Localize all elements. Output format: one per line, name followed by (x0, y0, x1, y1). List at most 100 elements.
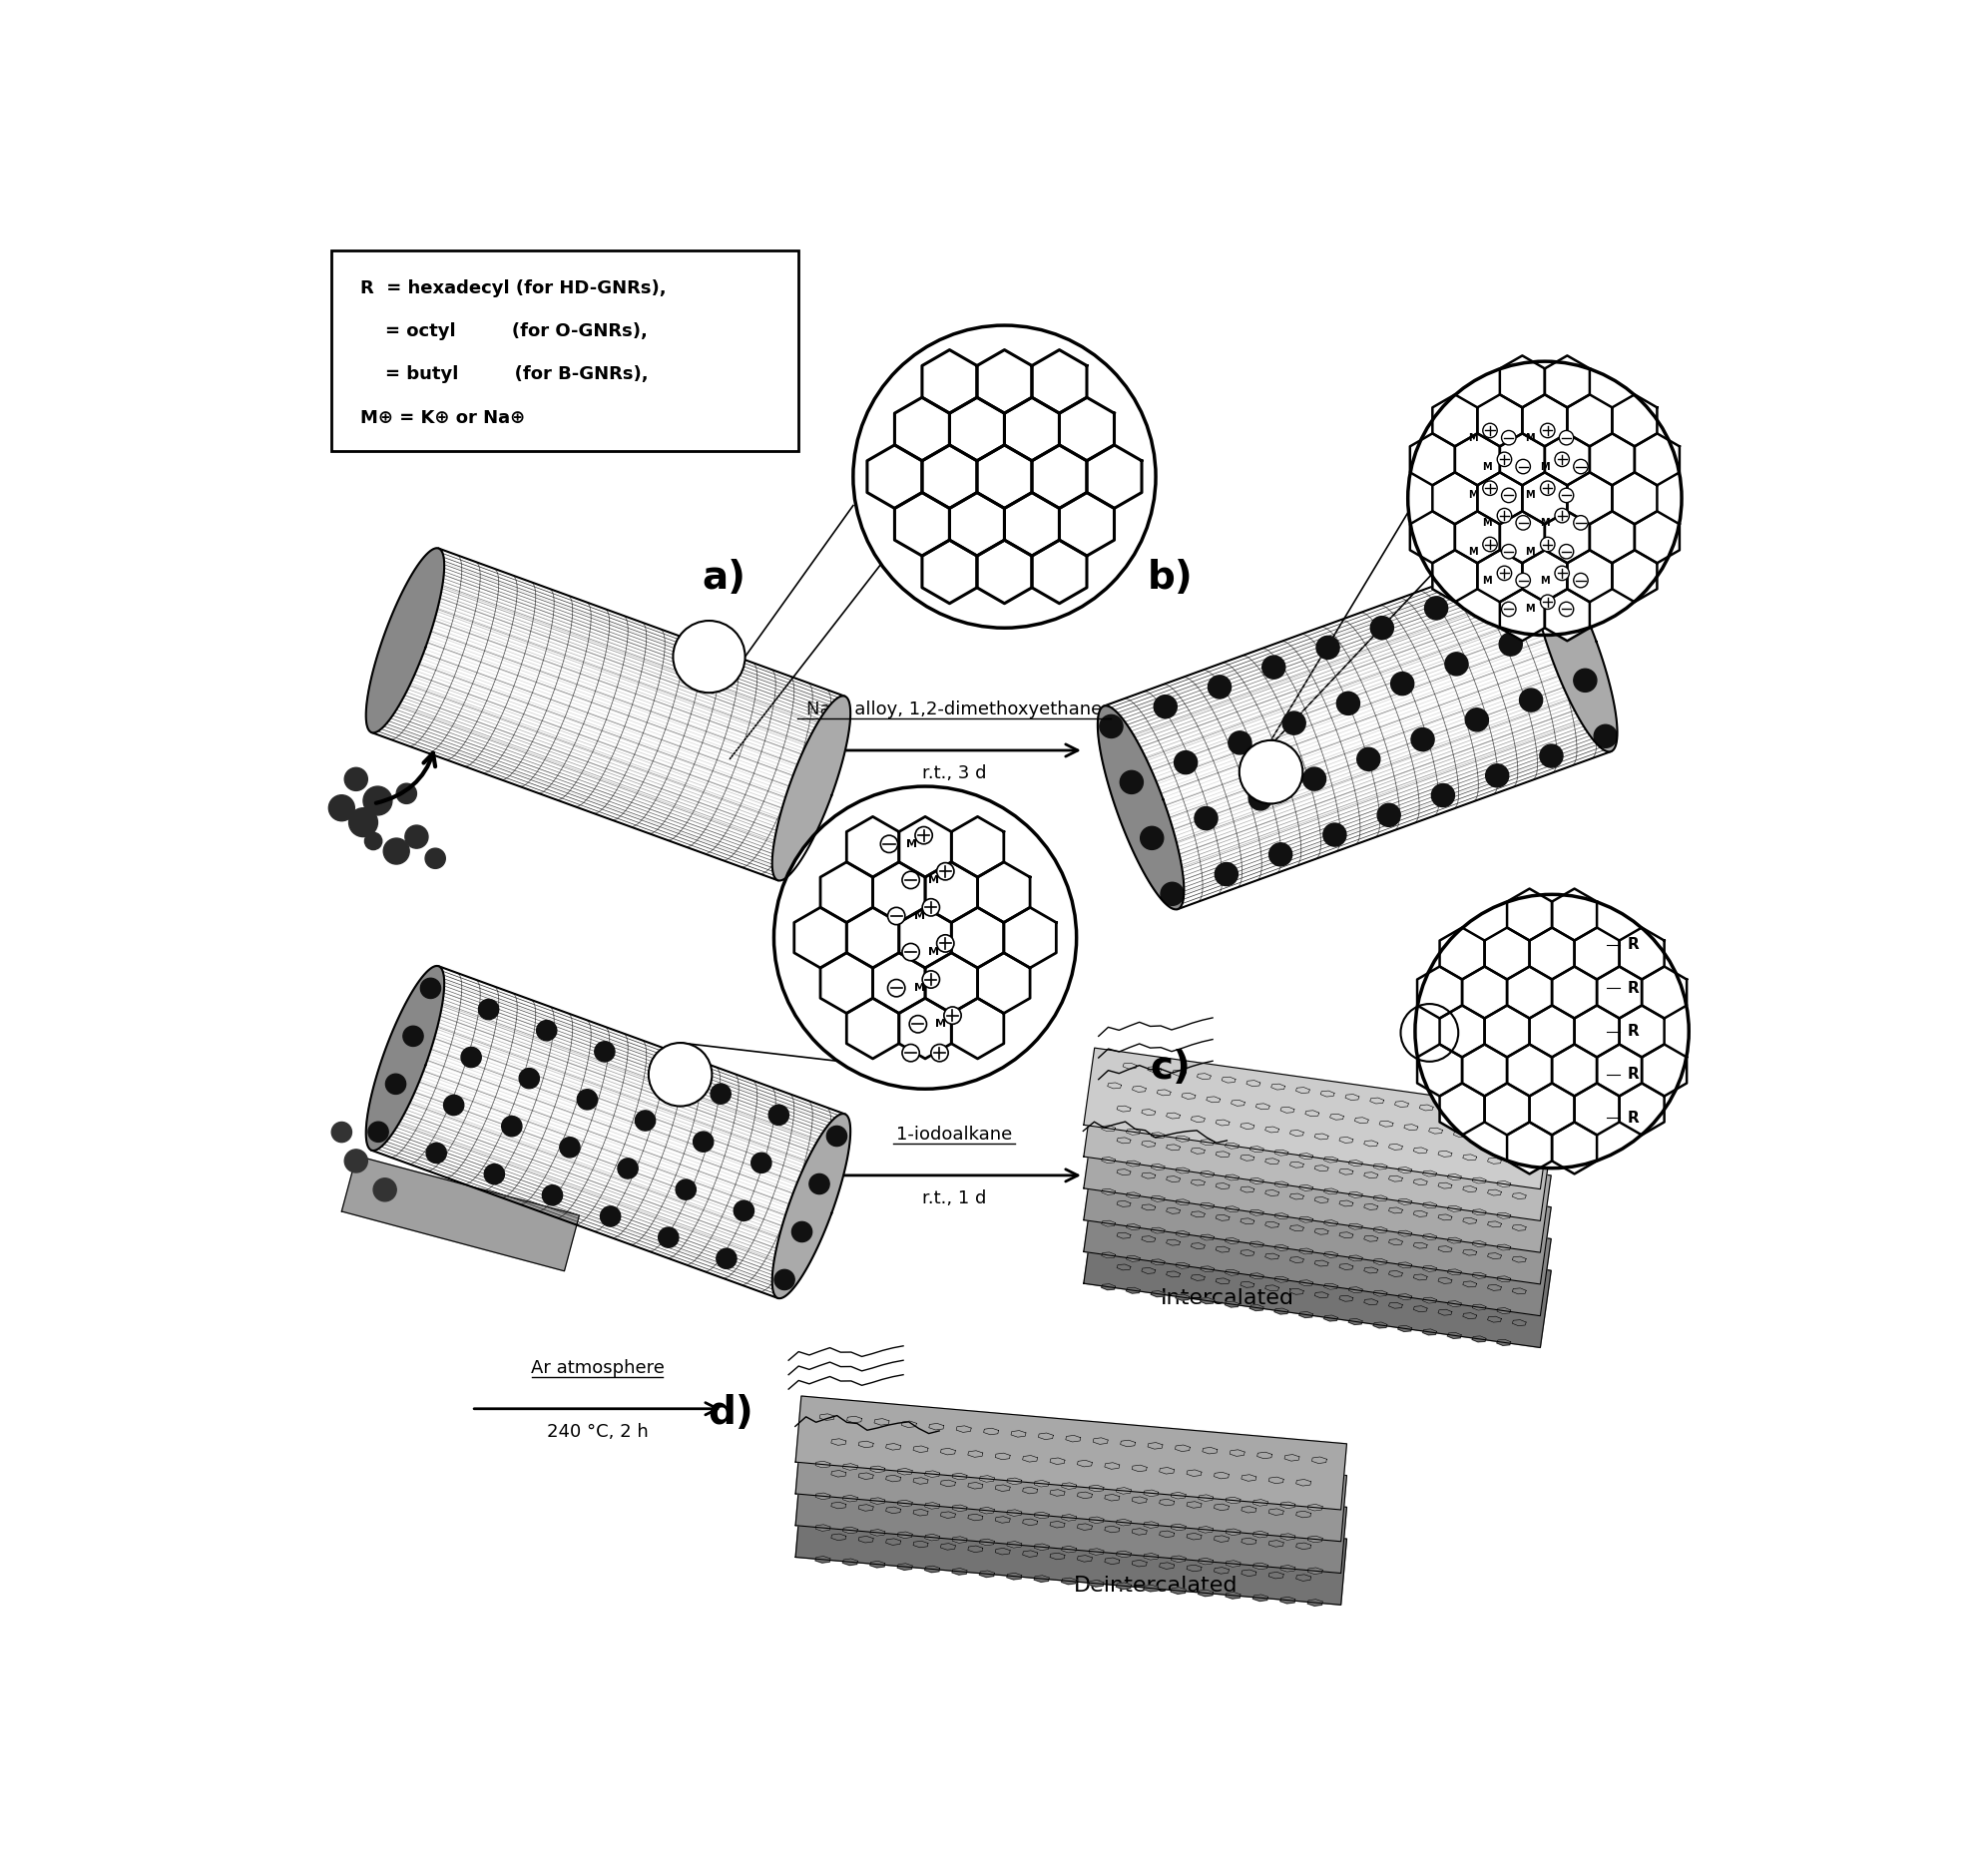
Polygon shape (903, 1420, 916, 1428)
Polygon shape (1330, 1145, 1344, 1151)
Polygon shape (887, 1538, 901, 1545)
Polygon shape (1487, 1222, 1501, 1227)
Polygon shape (1173, 1102, 1187, 1108)
Polygon shape (859, 1504, 873, 1512)
Circle shape (1574, 668, 1596, 692)
Polygon shape (1157, 1153, 1171, 1158)
Polygon shape (1101, 1284, 1115, 1289)
Polygon shape (1296, 1480, 1310, 1486)
Circle shape (676, 1179, 696, 1199)
Polygon shape (1308, 1568, 1322, 1574)
Polygon shape (1006, 1478, 1022, 1484)
Polygon shape (968, 1545, 982, 1553)
Polygon shape (1364, 1203, 1378, 1211)
Polygon shape (1419, 1231, 1433, 1237)
Circle shape (1402, 1005, 1459, 1061)
Polygon shape (1147, 1066, 1161, 1072)
Polygon shape (1477, 550, 1523, 602)
Polygon shape (940, 1544, 956, 1549)
Polygon shape (1374, 1323, 1388, 1328)
Circle shape (734, 1201, 753, 1220)
Text: a): a) (702, 559, 746, 597)
Polygon shape (831, 1439, 847, 1444)
Polygon shape (1167, 1209, 1181, 1214)
Circle shape (384, 838, 410, 864)
Polygon shape (1364, 1298, 1378, 1304)
Polygon shape (1117, 1138, 1131, 1143)
Text: M: M (1525, 604, 1535, 614)
Polygon shape (1634, 511, 1680, 563)
Polygon shape (1223, 1235, 1237, 1240)
Polygon shape (1380, 1121, 1394, 1126)
Polygon shape (875, 1418, 889, 1426)
Polygon shape (1479, 1261, 1493, 1267)
Polygon shape (1493, 1211, 1507, 1216)
Polygon shape (1167, 1239, 1181, 1246)
Text: Deintercalated: Deintercalated (1074, 1575, 1239, 1596)
Polygon shape (771, 696, 851, 881)
Polygon shape (1487, 1285, 1501, 1291)
Polygon shape (1231, 1164, 1244, 1169)
Polygon shape (1620, 1005, 1664, 1057)
Polygon shape (1280, 1233, 1294, 1240)
Circle shape (1358, 748, 1380, 771)
Polygon shape (1187, 1564, 1201, 1572)
Text: R: R (1628, 937, 1638, 952)
Polygon shape (1241, 1570, 1256, 1575)
Polygon shape (873, 863, 924, 922)
Polygon shape (1346, 1126, 1360, 1132)
Polygon shape (1396, 1132, 1409, 1139)
Polygon shape (847, 1480, 863, 1486)
Polygon shape (1147, 1443, 1163, 1448)
Polygon shape (1330, 1209, 1344, 1214)
Polygon shape (1034, 1544, 1050, 1551)
Polygon shape (978, 863, 1030, 922)
Polygon shape (1227, 1529, 1241, 1536)
Polygon shape (1354, 1181, 1368, 1186)
Polygon shape (1223, 1139, 1237, 1147)
Polygon shape (887, 1474, 901, 1482)
Circle shape (421, 979, 441, 999)
Circle shape (425, 1143, 447, 1164)
Polygon shape (1574, 1005, 1620, 1057)
Polygon shape (1296, 1119, 1310, 1124)
Polygon shape (1473, 1336, 1487, 1342)
Text: r.t., 1 d: r.t., 1 d (922, 1190, 986, 1209)
Polygon shape (793, 907, 847, 967)
Polygon shape (1320, 1218, 1334, 1224)
Text: M⊕ = K⊕ or Na⊕: M⊕ = K⊕ or Na⊕ (360, 410, 525, 427)
Polygon shape (1437, 1182, 1451, 1188)
Polygon shape (1374, 1227, 1388, 1233)
Polygon shape (952, 1472, 966, 1480)
Polygon shape (1159, 1467, 1175, 1474)
Polygon shape (815, 1525, 831, 1530)
Polygon shape (895, 492, 950, 556)
Polygon shape (1207, 1096, 1221, 1102)
Circle shape (1099, 715, 1123, 737)
Polygon shape (771, 1113, 851, 1298)
Polygon shape (819, 1414, 835, 1420)
Polygon shape (1390, 1143, 1404, 1151)
Polygon shape (1390, 1270, 1404, 1276)
Polygon shape (1642, 1044, 1686, 1096)
Polygon shape (843, 1527, 857, 1534)
Polygon shape (1147, 1130, 1161, 1136)
Polygon shape (1423, 1328, 1437, 1336)
Polygon shape (1215, 1536, 1229, 1542)
Polygon shape (875, 1482, 889, 1489)
Polygon shape (1469, 1111, 1483, 1117)
Text: M: M (1525, 490, 1535, 500)
Circle shape (406, 825, 427, 848)
Polygon shape (795, 1428, 1346, 1542)
Polygon shape (1121, 1504, 1135, 1510)
Polygon shape (1280, 1598, 1296, 1603)
Polygon shape (847, 907, 899, 967)
Polygon shape (1453, 1257, 1467, 1265)
Text: M: M (1467, 432, 1477, 443)
Circle shape (1559, 488, 1574, 503)
Circle shape (537, 1020, 557, 1040)
Circle shape (1195, 806, 1217, 831)
Circle shape (751, 1153, 771, 1173)
Circle shape (374, 1179, 396, 1201)
Polygon shape (1429, 1192, 1443, 1197)
